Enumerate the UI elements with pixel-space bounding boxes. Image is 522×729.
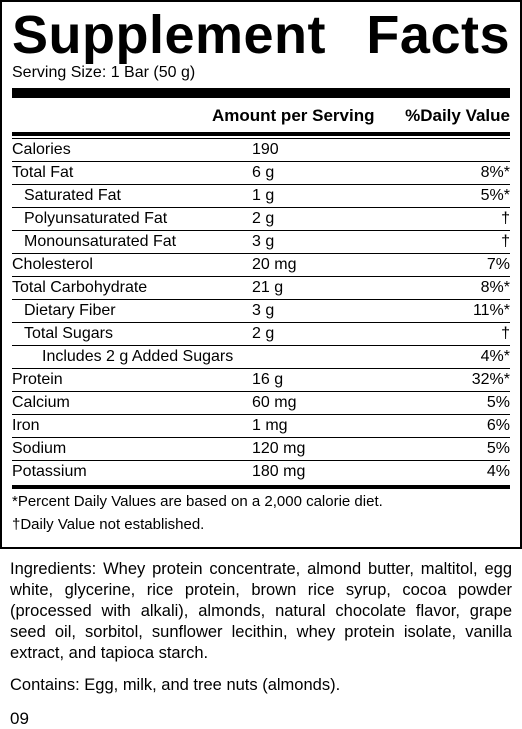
nutrient-name: Calories — [12, 141, 252, 159]
nutrient-amount: 60 mg — [252, 394, 372, 412]
nutrient-amount: 20 mg — [252, 256, 372, 274]
nutrient-dv: 4% — [372, 463, 510, 481]
nutrient-dv: 5% — [372, 440, 510, 458]
nutrient-dv: 7% — [372, 256, 510, 274]
contains-text: Contains: Egg, milk, and tree nuts (almo… — [0, 676, 522, 695]
nutrient-name: Protein — [12, 371, 252, 389]
serving-size: Serving Size: 1 Bar (50 g) — [12, 64, 510, 82]
nutrient-dv — [372, 141, 510, 159]
nutrient-amount: 6 g — [252, 164, 372, 182]
nutrient-dv: 11%* — [372, 302, 510, 320]
nutrient-name: Calcium — [12, 394, 252, 412]
nutrient-name: Monounsaturated Fat — [12, 233, 252, 251]
nutrient-name: Sodium — [12, 440, 252, 458]
nutrient-amount: 180 mg — [252, 463, 372, 481]
nutrient-dv: 5% — [372, 394, 510, 412]
nutrient-amount: 190 — [252, 141, 372, 159]
nutrient-row: Total Sugars2 g† — [12, 322, 510, 345]
footer-number: 09 — [0, 709, 522, 729]
panel-title: Supplement Facts — [12, 8, 510, 62]
nutrient-dv: 6% — [372, 417, 510, 435]
nutrient-dv: 5%* — [372, 187, 510, 205]
nutrient-amount: 2 g — [252, 325, 372, 343]
nutrient-row: Includes 2 g Added Sugars 4%* — [12, 345, 510, 368]
header-dv: %Daily Value — [402, 106, 510, 126]
rule-medium — [12, 485, 510, 489]
nutrient-dv: 8%* — [372, 164, 510, 182]
footnote-line: *Percent Daily Values are based on a 2,0… — [12, 491, 510, 514]
nutrient-amount: 16 g — [252, 371, 372, 389]
nutrient-dv: † — [372, 233, 510, 251]
nutrient-name: Potassium — [12, 463, 252, 481]
nutrient-dv: † — [372, 210, 510, 228]
nutrient-name: Iron — [12, 417, 252, 435]
nutrient-row: Monounsaturated Fat3 g† — [12, 230, 510, 253]
nutrient-row: Calcium60 mg5% — [12, 391, 510, 414]
header-spacer — [12, 106, 212, 126]
nutrient-name: Dietary Fiber — [12, 302, 252, 320]
nutrient-name: Total Sugars — [12, 325, 252, 343]
nutrient-row: Dietary Fiber3 g11%* — [12, 299, 510, 322]
nutrient-row: Iron1 mg6% — [12, 414, 510, 437]
nutrient-name: Cholesterol — [12, 256, 252, 274]
rule-thick — [12, 88, 510, 98]
nutrient-amount: 120 mg — [252, 440, 372, 458]
nutrient-amount: 2 g — [252, 210, 372, 228]
nutrient-row: Total Fat6 g8%* — [12, 161, 510, 184]
nutrient-name: Saturated Fat — [12, 187, 252, 205]
nutrient-row: Potassium180 mg4% — [12, 460, 510, 483]
nutrient-amount: 3 g — [252, 302, 372, 320]
nutrient-row: Sodium120 mg5% — [12, 437, 510, 460]
nutrient-amount — [252, 348, 372, 366]
nutrient-row: Total Carbohydrate21 g8%* — [12, 276, 510, 299]
nutrient-dv: 4%* — [372, 348, 510, 366]
nutrient-rows: Calories190Total Fat6 g8%*Saturated Fat1… — [12, 138, 510, 483]
footnote-line: †Daily Value not established. — [12, 514, 510, 537]
nutrient-name: Total Fat — [12, 164, 252, 182]
nutrient-row: Calories190 — [12, 138, 510, 161]
footnotes: *Percent Daily Values are based on a 2,0… — [12, 491, 510, 537]
nutrient-name: Polyunsaturated Fat — [12, 210, 252, 228]
nutrient-dv: 32%* — [372, 371, 510, 389]
nutrient-row: Saturated Fat1 g5%* — [12, 184, 510, 207]
nutrient-row: Polyunsaturated Fat2 g† — [12, 207, 510, 230]
nutrient-dv: 8%* — [372, 279, 510, 297]
rule-medium — [12, 132, 510, 136]
nutrient-amount: 3 g — [252, 233, 372, 251]
nutrient-dv: † — [372, 325, 510, 343]
nutrient-amount: 1 mg — [252, 417, 372, 435]
nutrient-amount: 1 g — [252, 187, 372, 205]
header-amount: Amount per Serving — [212, 106, 402, 126]
nutrient-name: Includes 2 g Added Sugars — [12, 348, 252, 366]
supplement-facts-panel: Supplement Facts Serving Size: 1 Bar (50… — [0, 0, 522, 549]
nutrient-name: Total Carbohydrate — [12, 279, 252, 297]
column-header-row: Amount per Serving %Daily Value — [12, 102, 510, 130]
ingredients-text: Ingredients: Whey protein concentrate, a… — [0, 559, 522, 665]
nutrient-row: Protein16 g32%* — [12, 368, 510, 391]
nutrient-amount: 21 g — [252, 279, 372, 297]
nutrient-row: Cholesterol20 mg7% — [12, 253, 510, 276]
